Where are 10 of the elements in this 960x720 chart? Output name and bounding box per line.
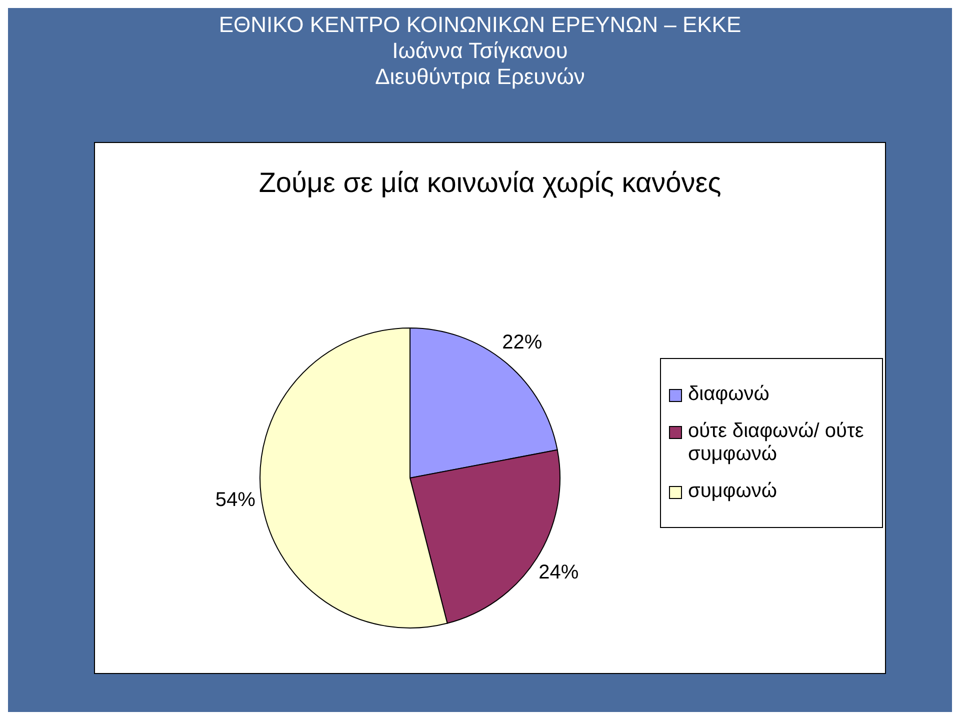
legend-label: ούτε διαφωνώ/ ούτε συμφωνώ [688,420,865,466]
data-label: 54% [215,489,256,512]
chart-title: Ζούμε σε μία κοινωνία χωρίς κανόνες [258,167,722,199]
text: Διευθύντρια Ερευνών [374,64,586,90]
text: ΕΘΝΙΚΟ ΚΕΝΤΡΟ ΚΟΙΝΩΝΙΚΩΝ ΕΡΕΥΝΩΝ – ΕΚΚΕ [218,12,742,38]
data-label: 24% [538,561,579,584]
data-label: 22% [502,331,542,354]
legend-label: συμφωνώ [688,480,778,503]
text: Ιωάννα Τσίγκανου [391,38,569,64]
legend-label: διαφωνώ [688,383,770,406]
